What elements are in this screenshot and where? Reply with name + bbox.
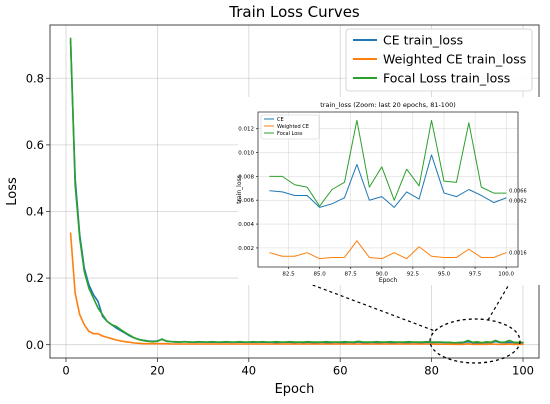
main-x-tick-label: 0 xyxy=(62,364,69,378)
main-y-tick-label: 0.8 xyxy=(26,71,44,85)
inset-end-label-focal-loss: 0.0066 xyxy=(509,189,527,195)
main-y-ticks: 0.0 0.2 0.4 0.6 0.8 xyxy=(26,71,50,352)
main-series-line-focal-loss-train-loss xyxy=(69,37,524,344)
inset-legend: CE Weighted CE Focal Loss xyxy=(260,114,320,140)
inset-x-tick-label: 90.0 xyxy=(376,272,389,278)
inset-x-tick-label: 95.0 xyxy=(438,272,451,278)
inset-x-tick-label: 92.5 xyxy=(407,272,420,278)
legend-label-focal: Focal Loss train_loss xyxy=(383,71,510,86)
inset-chart: 82.5 85.0 87.5 90.0 92.5 95.0 97.5 100.0 0.0020… xyxy=(236,97,544,285)
inset-series-lines xyxy=(269,119,507,260)
main-x-tick-label: 60 xyxy=(333,364,348,378)
main-y-tick-label: 0.4 xyxy=(26,205,44,219)
inset-legend-label-ce: CE xyxy=(277,117,284,123)
main-series-line-weighted-ce-train-loss xyxy=(69,232,524,346)
inset-series-line-ce xyxy=(269,154,507,208)
zoom-region-ellipse xyxy=(429,318,521,364)
inset-y-tick-label: 0.010 xyxy=(238,151,254,157)
main-x-tick-label: 100 xyxy=(512,364,534,378)
inset-x-tick-label: 85.0 xyxy=(313,272,326,278)
main-chart-title: Train Loss Curves xyxy=(228,3,360,21)
inset-title: train_loss (Zoom: last 20 epochs, 81-100… xyxy=(320,101,456,109)
inset-y-ticks: 0.002 0.004 0.006 0.008 0.010 0.012 xyxy=(238,127,258,252)
main-y-tick-label: 0.0 xyxy=(26,338,44,352)
inset-series-line-focal-loss xyxy=(269,119,507,207)
main-y-tick-label: 0.2 xyxy=(26,271,44,285)
main-x-ticks: 0 20 40 60 80 100 xyxy=(62,358,534,378)
inset-legend-box xyxy=(260,114,320,140)
inset-end-label-ce: 0.0062 xyxy=(509,198,527,204)
inset-x-tick-label: 82.5 xyxy=(282,272,295,278)
main-x-axis-label: Epoch xyxy=(275,382,315,397)
inset-plot-frame xyxy=(257,111,519,268)
inset-x-tick-label: 97.5 xyxy=(469,272,482,278)
inset-y-tick-label: 0.008 xyxy=(238,174,254,180)
main-legend: CE train_loss Weighted CE train_loss Foc… xyxy=(345,28,533,92)
inset-y-tick-label: 0.004 xyxy=(238,222,254,228)
main-y-axis-label: Loss xyxy=(5,177,20,206)
inset-y-tick-label: 0.006 xyxy=(238,198,254,204)
inset-x-axis-label: Epoch xyxy=(379,277,398,284)
inset-end-label-weighted-ce: 0.0016 xyxy=(509,251,527,257)
legend-label-weighted-ce: Weighted CE train_loss xyxy=(383,52,526,67)
inset-y-axis-label: train_loss xyxy=(236,175,243,204)
main-series-lines xyxy=(69,37,524,346)
inset-grid xyxy=(258,112,518,267)
inset-x-tick-label: 100.0 xyxy=(498,272,514,278)
inset-x-tick-label: 87.5 xyxy=(345,272,358,278)
inset-y-tick-label: 0.002 xyxy=(238,246,254,252)
main-x-tick-label: 20 xyxy=(150,364,165,378)
inset-y-tick-label: 0.012 xyxy=(238,127,254,133)
main-y-tick-label: 0.6 xyxy=(26,138,44,152)
legend-label-ce: CE train_loss xyxy=(383,33,463,48)
inset-end-labels: 0.0066 0.0062 0.0016 xyxy=(509,189,527,257)
main-x-tick-label: 80 xyxy=(424,364,439,378)
main-x-tick-label: 40 xyxy=(241,364,256,378)
inset-series-line-weighted-ce xyxy=(269,240,507,260)
inset-x-ticks: 82.5 85.0 87.5 90.0 92.5 95.0 97.5 100.0 xyxy=(282,267,515,278)
main-legend-box xyxy=(345,28,533,92)
inset-legend-label-weighted-ce: Weighted CE xyxy=(277,124,309,130)
inset-legend-label-focal: Focal Loss xyxy=(277,131,303,137)
